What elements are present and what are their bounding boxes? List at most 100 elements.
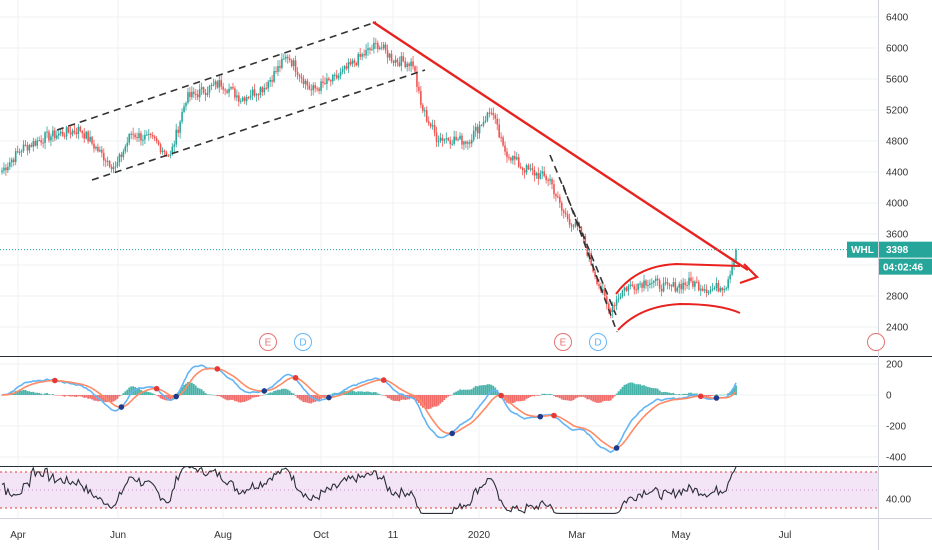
price-candle <box>715 282 718 289</box>
macd-histogram-bar <box>187 381 189 395</box>
price-candle <box>549 179 551 181</box>
macd-histogram-bar <box>249 395 252 400</box>
macd-histogram-bar <box>106 395 109 402</box>
macd-histogram-bar <box>155 395 158 396</box>
macd-histogram-bar <box>437 395 440 406</box>
macd-histogram-bar <box>398 395 401 402</box>
price-candle <box>641 283 643 288</box>
price-candle <box>696 281 698 283</box>
price-candle <box>275 71 277 73</box>
macd-histogram-bar <box>372 392 375 395</box>
price-candle <box>320 81 322 91</box>
macd-histogram-bar <box>470 389 473 395</box>
macd-histogram-bar <box>455 391 458 395</box>
price-candle <box>510 157 512 161</box>
price-candle <box>490 112 493 114</box>
macd-histogram-bar <box>298 395 301 400</box>
macd-histogram-bar <box>235 395 238 402</box>
price-candle <box>709 289 712 292</box>
macd-histogram-bar <box>326 395 328 396</box>
price-candle <box>245 97 248 102</box>
macd-histogram-bar <box>277 389 279 395</box>
rectangle-bottom-curve <box>617 302 741 331</box>
macd-histogram-bar <box>282 388 285 395</box>
price-candle <box>664 282 667 284</box>
price-candle <box>308 85 311 90</box>
event-marker-label: D <box>594 338 601 349</box>
macd-panel <box>1 364 737 454</box>
macd-histogram-bar <box>120 394 123 396</box>
price-candle <box>531 168 534 171</box>
macd-histogram-bar <box>153 394 156 395</box>
event-marker-label: D <box>299 338 306 349</box>
price-candle <box>71 130 74 135</box>
macd-axis-tick: 0 <box>886 391 892 402</box>
price-candle <box>167 155 170 157</box>
macd-cross-dot <box>153 385 160 392</box>
macd-cross-dot <box>261 388 268 394</box>
macd-histogram-bar <box>77 395 80 397</box>
macd-histogram-bar <box>419 395 422 406</box>
price-candle <box>637 283 639 290</box>
macd-histogram-bar <box>641 385 643 395</box>
macd-histogram-bar <box>717 394 720 396</box>
price-candle <box>584 235 587 247</box>
price-candle <box>304 80 307 85</box>
macd-histogram-bar <box>384 395 387 397</box>
price-candle <box>557 196 559 198</box>
price-candle <box>633 285 636 290</box>
price-candle <box>643 280 645 288</box>
macd-histogram-bar <box>423 395 426 409</box>
price-candle <box>20 151 23 153</box>
price-candle <box>341 69 344 72</box>
macd-histogram-bar <box>69 395 72 397</box>
price-candle <box>437 141 440 143</box>
macd-histogram-bar <box>511 395 514 404</box>
macd-histogram-bar <box>369 391 371 395</box>
macd-histogram-bar <box>202 391 205 395</box>
rectangle-top-curve <box>615 262 741 295</box>
price-candle <box>449 140 452 144</box>
price-candle <box>7 166 9 171</box>
macd-histogram-bar <box>126 389 129 395</box>
price-candle <box>271 79 273 82</box>
price-candle <box>126 142 129 147</box>
price-candle <box>56 135 58 139</box>
price-candle <box>705 289 708 294</box>
macd-histogram-bar <box>400 395 403 400</box>
price-candle <box>194 93 197 95</box>
macd-histogram-bar <box>480 385 483 395</box>
price-candle <box>656 278 659 281</box>
macd-histogram-bar <box>367 391 369 395</box>
macd-histogram-bar <box>95 395 97 401</box>
price-candle <box>639 283 641 285</box>
price-candle <box>467 142 469 144</box>
time-axis-tick: Apr <box>10 530 26 541</box>
price-candle <box>378 47 381 49</box>
price-candle <box>330 79 332 82</box>
price-candle <box>97 146 99 152</box>
macd-histogram-bar <box>427 395 430 410</box>
macd-histogram-bar <box>443 395 446 401</box>
macd-histogram-bar <box>678 394 681 395</box>
macd-histogram-bar <box>404 395 407 400</box>
price-candle <box>208 85 211 93</box>
macd-histogram-bar <box>553 395 555 396</box>
price-candle <box>40 140 42 143</box>
price-candle <box>32 141 35 147</box>
price-candle <box>224 89 226 91</box>
macd-histogram-bar <box>316 395 319 402</box>
macd-axis-tick: -400 <box>886 453 906 464</box>
macd-histogram-bar <box>451 394 454 396</box>
macd-histogram-bar <box>91 395 93 400</box>
macd-histogram-bar <box>212 394 215 396</box>
macd-histogram-bar <box>645 386 647 395</box>
macd-histogram-bar <box>24 389 27 395</box>
event-marker <box>554 333 572 351</box>
macd-histogram-bar <box>560 395 563 400</box>
macd-histogram-bar <box>284 388 287 395</box>
macd-histogram-bar <box>529 395 532 397</box>
macd-histogram-bar <box>680 394 683 396</box>
macd-histogram-bar <box>363 391 366 395</box>
rsi-axis-tick: 40.00 <box>886 495 911 506</box>
